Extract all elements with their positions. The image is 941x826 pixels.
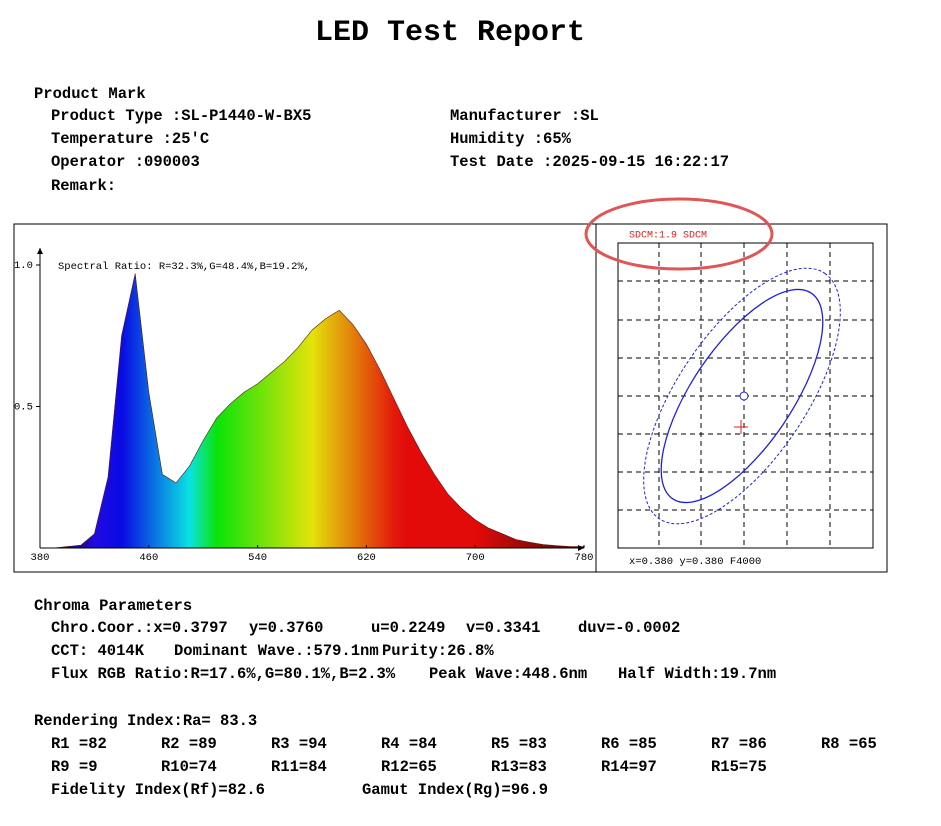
highlight-ellipse — [584, 197, 774, 271]
field: Temperature :25'C — [51, 130, 209, 148]
index-value: R7 =86 — [711, 735, 767, 753]
index-value: R11=84 — [271, 758, 327, 776]
index-value: R1 =82 — [51, 735, 107, 753]
parameter: u=0.2249 — [371, 619, 445, 637]
target-point — [739, 391, 749, 401]
x-tick-label: 700 — [466, 552, 485, 564]
index-value: R10=74 — [161, 758, 217, 776]
parameter: Half Width:19.7nm — [618, 665, 776, 683]
parameter: Flux RGB Ratio:R=17.6%,G=80.1%,B=2.3% — [51, 665, 396, 683]
x-axis-arrow — [578, 545, 584, 551]
x-tick-label: 780 — [575, 552, 594, 564]
field: Manufacturer :SL — [450, 107, 599, 125]
y-tick-label: 0.5 — [14, 401, 33, 413]
section-heading: Product Mark — [34, 85, 146, 103]
spectral-ratio: Spectral Ratio: R=32.3%,G=48.4%,B=19.2%, — [58, 261, 310, 273]
index-value: Fidelity Index(Rf)=82.6 — [51, 781, 265, 799]
y-axis-arrow — [37, 248, 43, 254]
index-value: R15=75 — [711, 758, 767, 776]
field: Product Type :SL-P1440-W-BX5 — [51, 107, 311, 125]
field: Operator :090003 — [51, 153, 200, 171]
index-value: R3 =94 — [271, 735, 327, 753]
parameter: Peak Wave:448.6nm — [429, 665, 587, 683]
parameter: Dominant Wave.:579.1nm — [174, 642, 379, 660]
field: Humidity :65% — [450, 130, 572, 148]
parameter: v=0.3341 — [466, 619, 540, 637]
x-tick-label: 380 — [31, 552, 50, 564]
index-value: R14=97 — [601, 758, 657, 776]
field: Remark: — [51, 177, 116, 195]
chart-frame — [13, 223, 888, 573]
spectrum-area — [40, 273, 585, 549]
measured-point — [734, 420, 748, 434]
x-tick-label: 540 — [248, 552, 267, 564]
index-value: R13=83 — [491, 758, 547, 776]
y-tick-label: 1.0 — [14, 260, 33, 272]
index-value: R12=65 — [381, 758, 437, 776]
x-tick-label: 620 — [357, 552, 376, 564]
section-heading: Chroma Parameters — [34, 597, 192, 615]
inner-ellipse — [660, 288, 824, 504]
field: Test Date :2025-09-15 16:22:17 — [450, 153, 729, 171]
index-value: R5 =83 — [491, 735, 547, 753]
index-value: R8 =65 — [821, 735, 877, 753]
parameter: CCT: 4014K — [51, 642, 145, 660]
index-value: R6 =85 — [601, 735, 657, 753]
outer-ellipse — [643, 267, 841, 525]
index-value: R9 =9 — [51, 758, 98, 776]
x-tick-label: 460 — [139, 552, 158, 564]
parameter: Chro.Coor.:x=0.3797 — [51, 619, 228, 637]
index-value: R2 =89 — [161, 735, 217, 753]
parameter: y=0.3760 — [249, 619, 323, 637]
section-heading: Rendering Index:Ra= 83.3 — [34, 712, 257, 730]
chromaticity-coordinates: x=0.380 y=0.380 F4000 — [629, 556, 761, 568]
parameter: Purity:26.8% — [382, 642, 494, 660]
index-value: Gamut Index(Rg)=96.9 — [362, 781, 548, 799]
parameter: duv=-0.0002 — [578, 619, 680, 637]
sdcm-label: SDCM:1.9 SDCM — [629, 231, 707, 242]
report-title: LED Test Report — [315, 16, 585, 50]
index-value: R4 =84 — [381, 735, 437, 753]
